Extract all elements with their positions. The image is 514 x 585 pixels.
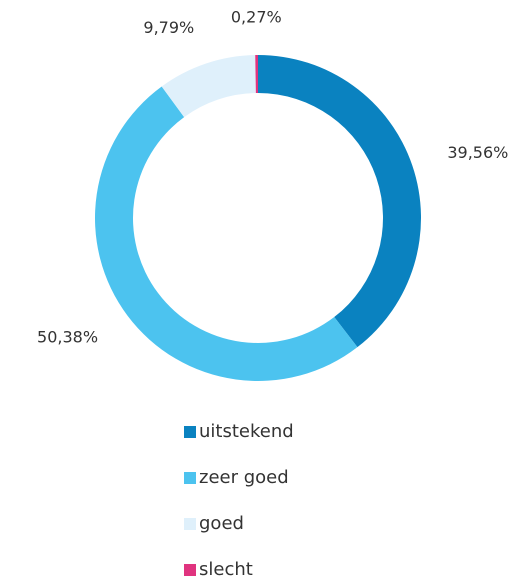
donut-slice: [258, 55, 421, 348]
slice-label: 50,38%: [37, 328, 98, 347]
legend-label: uitstekend: [199, 421, 294, 442]
slice-label: 0,27%: [231, 8, 282, 27]
legend-swatch: [184, 426, 196, 438]
slice-label: 39,56%: [447, 143, 508, 162]
donut-slice: [161, 55, 256, 118]
donut-slice: [94, 86, 358, 382]
legend-swatch: [184, 518, 196, 530]
legend-swatch: [184, 472, 196, 484]
donut-slice: [255, 55, 258, 94]
legend-label: slecht: [199, 559, 253, 580]
legend-label: zeer goed: [199, 467, 289, 488]
legend-swatch: [184, 564, 196, 576]
slice-label: 9,79%: [143, 18, 194, 37]
legend-label: goed: [199, 513, 244, 534]
